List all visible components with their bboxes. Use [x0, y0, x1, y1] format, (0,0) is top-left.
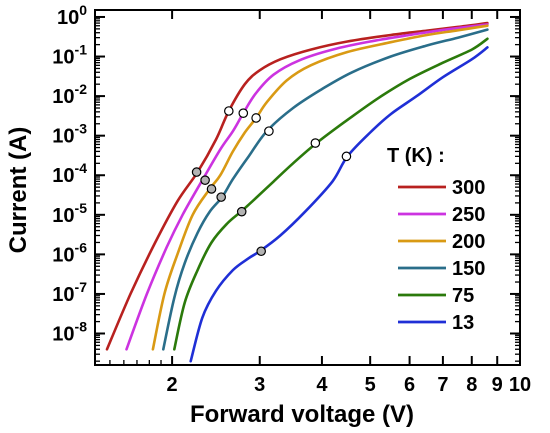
y-tick-labels: 10-8 10-7 10-6 10-5 10-4 10-3 10-2 10-1 100	[52, 2, 87, 346]
y-axis-title-group: Current (A)	[5, 127, 32, 254]
legend-title: T (K) :	[387, 145, 445, 167]
legend-label-200: 200	[452, 231, 485, 253]
x-tick-labels: 2 3 4 5 6 7 8 9 10	[167, 374, 532, 396]
legend: T (K) : 300 250 200 150 75 13	[387, 145, 485, 334]
series-marker-75	[236, 206, 247, 217]
x-tick-label: 2	[167, 374, 178, 396]
x-tick-label: 6	[404, 374, 415, 396]
legend-label-13: 13	[452, 312, 474, 334]
x-tick-label: 3	[254, 374, 265, 396]
series-marker-300	[191, 167, 202, 177]
x-tick-label: 8	[466, 374, 477, 396]
series-line-13	[189, 46, 489, 363]
x-axis-title: Forward voltage (V)	[190, 401, 414, 428]
legend-label-300: 300	[452, 177, 485, 199]
series-marker-75	[310, 138, 321, 148]
series-marker-150	[216, 192, 226, 202]
y-tick-label: 10-1	[52, 42, 87, 69]
series-line-75	[173, 37, 489, 351]
x-tick-label: 9	[492, 374, 503, 396]
series-lines	[105, 21, 489, 363]
series-marker-13	[341, 151, 352, 162]
x-tick-label: 10	[509, 374, 531, 396]
x-tick-label: 7	[437, 374, 448, 396]
series-markers	[191, 106, 352, 257]
series-line-250	[125, 23, 489, 351]
y-tick-label: 10-8	[52, 319, 87, 346]
y-tick-label: 10-7	[52, 279, 87, 306]
y-tick-label: 10-5	[52, 200, 87, 227]
legend-label-75: 75	[452, 285, 474, 307]
x-tick-label: 4	[316, 374, 328, 396]
series-marker-200	[206, 184, 217, 194]
y-tick-label: 10-2	[52, 81, 87, 108]
legend-label-150: 150	[452, 258, 485, 280]
y-axis-title: Current (A)	[5, 127, 32, 254]
legend-label-250: 250	[452, 204, 485, 226]
x-tick-label: 5	[365, 374, 376, 396]
y-tick-label: 10-3	[52, 121, 87, 148]
series-marker-250	[238, 108, 249, 118]
series-marker-200	[251, 113, 261, 123]
series-line-150	[162, 28, 489, 351]
plot-area: 10-8 10-7 10-6 10-5 10-4 10-3 10-2 10-1 100 2 3 4 5…	[52, 2, 531, 396]
y-tick-label: 10-4	[52, 160, 87, 187]
y-tick-label: 10-6	[52, 239, 87, 266]
series-marker-13	[256, 246, 266, 257]
series-line-300	[105, 21, 489, 351]
axis-ticks	[95, 10, 521, 365]
series-marker-250	[200, 175, 210, 185]
y-tick-label: 100	[57, 2, 87, 29]
series-marker-150	[264, 126, 274, 136]
series-marker-300	[224, 106, 234, 116]
